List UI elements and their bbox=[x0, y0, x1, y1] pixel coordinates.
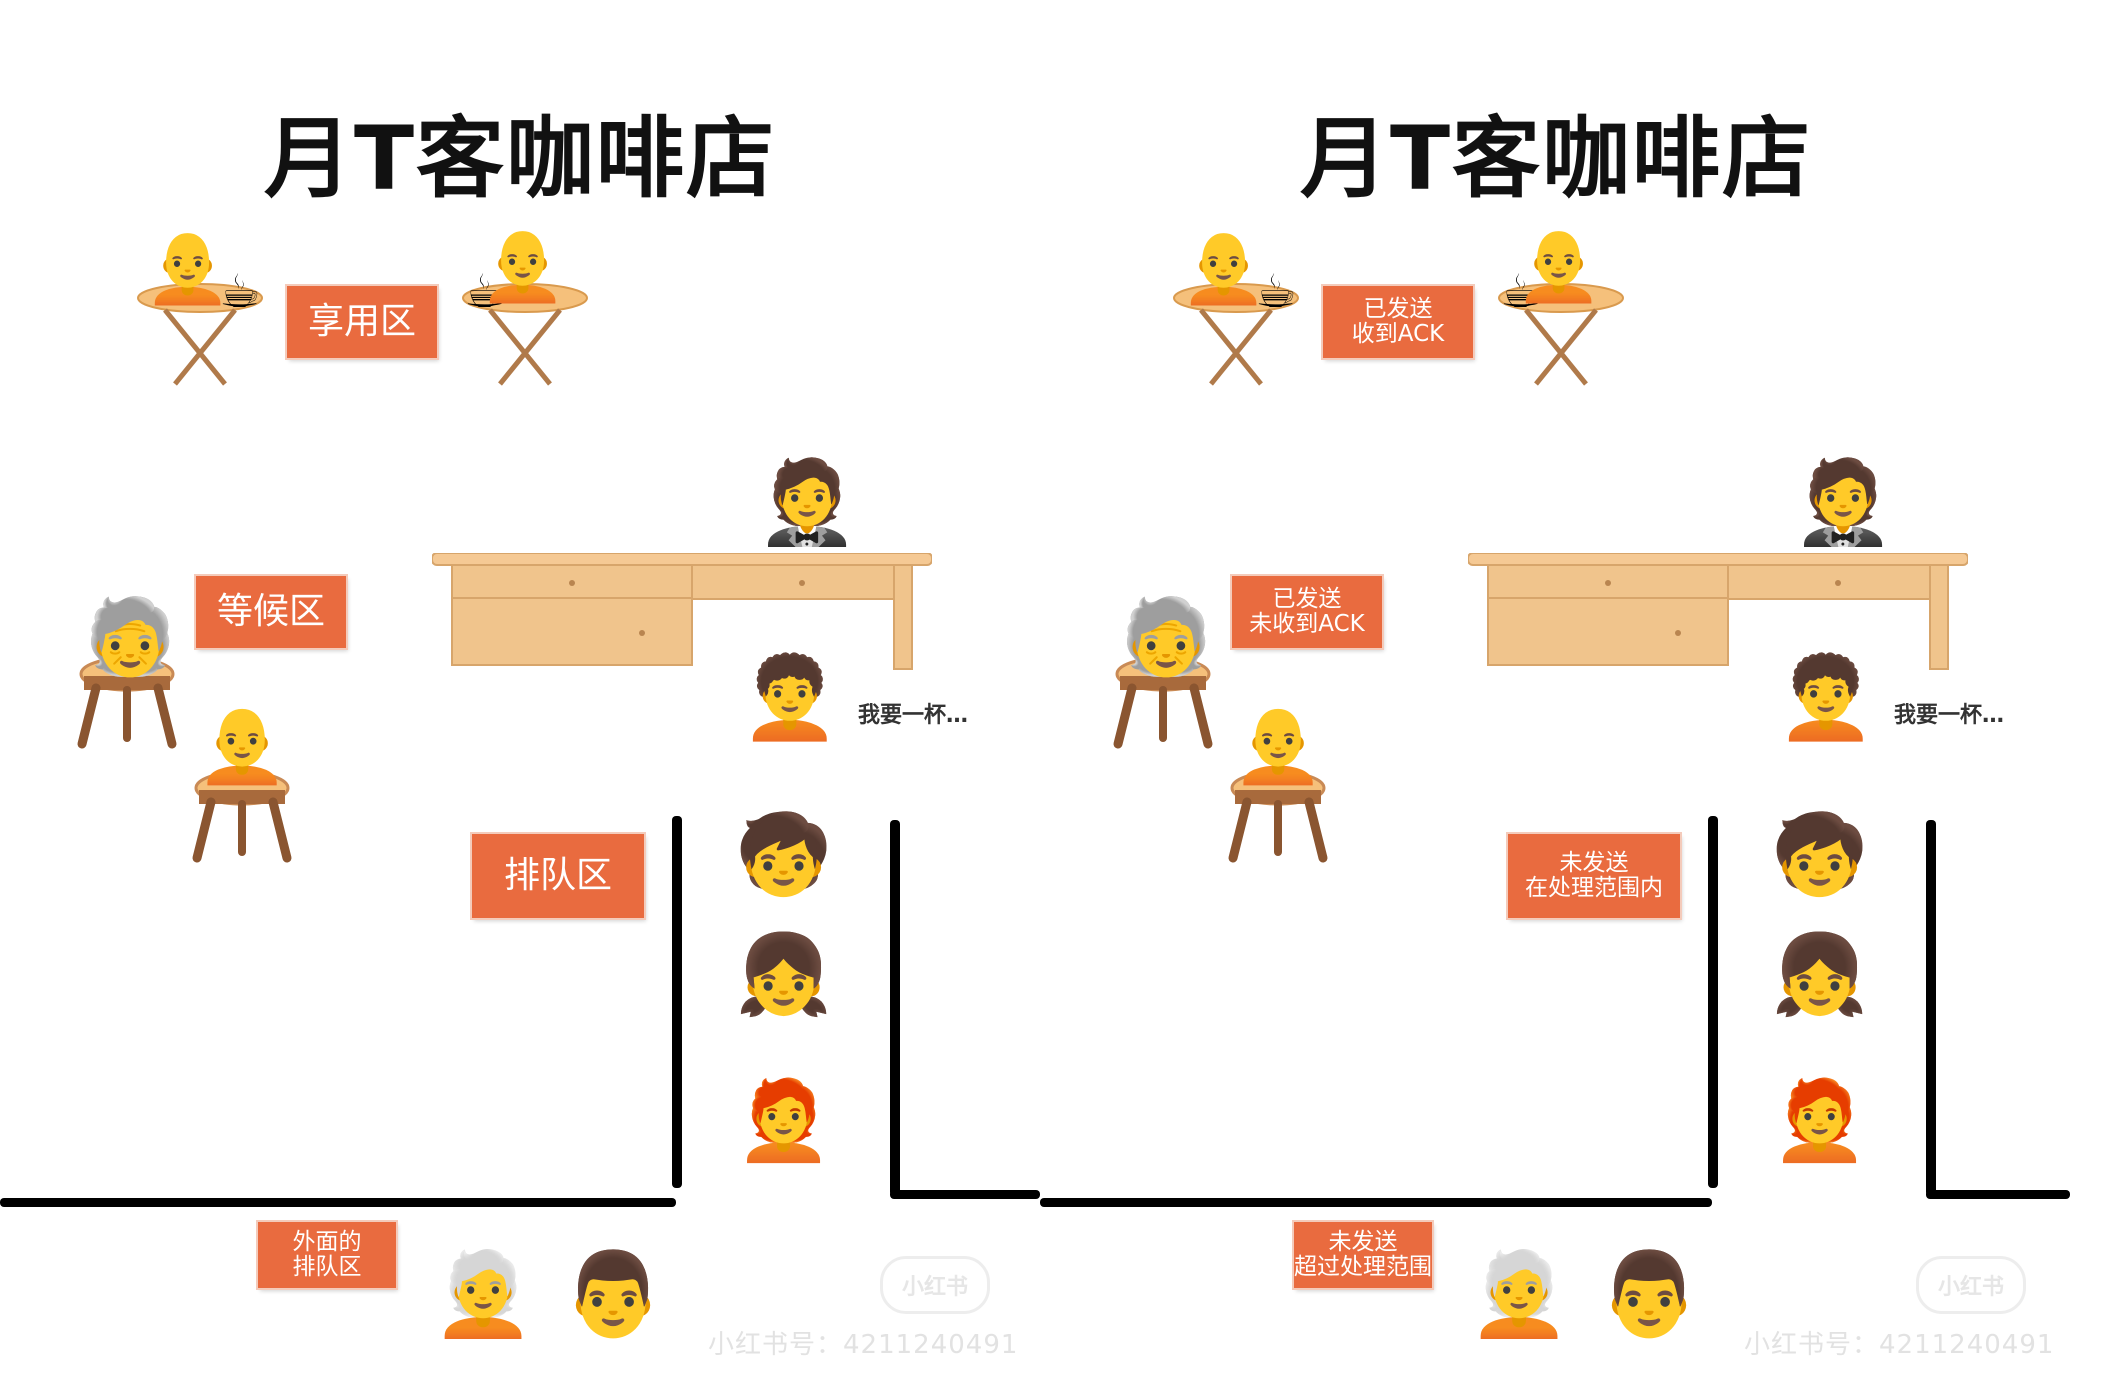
girl-icon: 👧 bbox=[735, 930, 833, 1020]
coffee-cup-icon: ☕ bbox=[464, 264, 506, 318]
floor-line-left bbox=[1040, 1198, 1712, 1207]
girl-icon: 👧 bbox=[1771, 930, 1869, 1020]
queue-wall-right bbox=[890, 820, 900, 1196]
panel-left: 月T客咖啡店 🧑‍🦲 ☕ 享用区 ☕ 🧑‍🦲 🤵 等候区 🧓 bbox=[0, 0, 1040, 1393]
floor-line-left bbox=[0, 1198, 676, 1207]
cafe-table-icon bbox=[462, 283, 588, 386]
floor-line-right bbox=[890, 1190, 1040, 1199]
curly-hair-person-icon: 🧑‍🦱 bbox=[1776, 651, 1876, 744]
red-hair-person-icon: 🧑‍🦰 bbox=[735, 1076, 833, 1166]
panel-right: 月T客咖啡店 🧑‍🦲 ☕ 已发送 收到ACK ☕ 🧑‍🦲 🤵 已发送 未收到AC… bbox=[1040, 0, 2080, 1393]
counter-desk bbox=[432, 553, 932, 670]
bald-person-icon: 🧑‍🦲 bbox=[479, 224, 567, 306]
queue-wall-left bbox=[1708, 816, 1718, 1188]
child-icon: 🧒 bbox=[1771, 810, 1869, 900]
coffee-cup-icon: ☕ bbox=[1500, 264, 1542, 318]
child-icon: 🧒 bbox=[735, 810, 833, 900]
stool-icon bbox=[192, 770, 292, 863]
sign-outside-queue: 外面的 排队区 bbox=[258, 1222, 396, 1288]
man-icon: 👨 bbox=[562, 1247, 665, 1342]
older-person-icon: 🧓 bbox=[84, 594, 177, 680]
white-hair-person-icon: 🧑‍🦳 bbox=[432, 1247, 535, 1342]
sign-sent-acked: 已发送 收到ACK bbox=[1323, 286, 1473, 358]
man-icon: 👨 bbox=[1598, 1247, 1701, 1342]
sign-sent-no-ack: 已发送 未收到ACK bbox=[1232, 576, 1382, 648]
older-person-icon: 🧓 bbox=[1120, 594, 1213, 680]
sign-unsent-out-of-range: 未发送 超过处理范围 bbox=[1294, 1222, 1432, 1288]
panel-title: 月T客咖啡店 bbox=[263, 107, 777, 210]
order-speech: 我要一杯… bbox=[1894, 703, 2005, 728]
stool-icon bbox=[1113, 656, 1213, 749]
sign-queue-zone: 排队区 bbox=[472, 834, 644, 918]
watermark-logo: 小红书 bbox=[1916, 1256, 2026, 1314]
cafe-table-icon bbox=[137, 283, 263, 386]
watermark-logo: 小红书 bbox=[880, 1256, 990, 1314]
queue-wall-right bbox=[1926, 820, 1936, 1196]
bald-person-icon: 🧑‍🦲 bbox=[1515, 224, 1603, 306]
floor-line-right bbox=[1926, 1190, 2070, 1199]
bald-person-icon: 🧑‍🦲 bbox=[1232, 702, 1325, 788]
stool-icon bbox=[1228, 770, 1328, 863]
cafe-table-icon bbox=[1498, 283, 1624, 386]
watermark-text: 小红书号：4211240491 bbox=[708, 1330, 1019, 1360]
coffee-cup-icon: ☕ bbox=[1255, 264, 1297, 318]
stool-icon bbox=[77, 656, 177, 749]
bald-person-icon: 🧑‍🦲 bbox=[144, 226, 232, 308]
cafe-table-icon bbox=[1173, 283, 1299, 386]
queue-wall-left bbox=[672, 816, 682, 1188]
counter-desk bbox=[1468, 553, 1968, 670]
sign-enjoy-zone: 享用区 bbox=[287, 286, 437, 358]
curly-hair-person-icon: 🧑‍🦱 bbox=[740, 651, 840, 744]
watermark-text: 小红书号：4211240491 bbox=[1744, 1330, 2055, 1360]
order-speech: 我要一杯… bbox=[858, 703, 969, 728]
bald-person-icon: 🧑‍🦲 bbox=[196, 702, 289, 788]
white-hair-person-icon: 🧑‍🦳 bbox=[1468, 1247, 1571, 1342]
panel-title: 月T客咖啡店 bbox=[1299, 107, 1813, 210]
sign-waiting-zone: 等候区 bbox=[196, 576, 346, 648]
sign-unsent-in-range: 未发送 在处理范围内 bbox=[1508, 834, 1680, 918]
bald-person-icon: 🧑‍🦲 bbox=[1180, 226, 1268, 308]
barista-icon: 🤵 bbox=[756, 455, 859, 550]
coffee-cup-icon: ☕ bbox=[219, 264, 261, 318]
red-hair-person-icon: 🧑‍🦰 bbox=[1771, 1076, 1869, 1166]
barista-icon: 🤵 bbox=[1792, 455, 1895, 550]
